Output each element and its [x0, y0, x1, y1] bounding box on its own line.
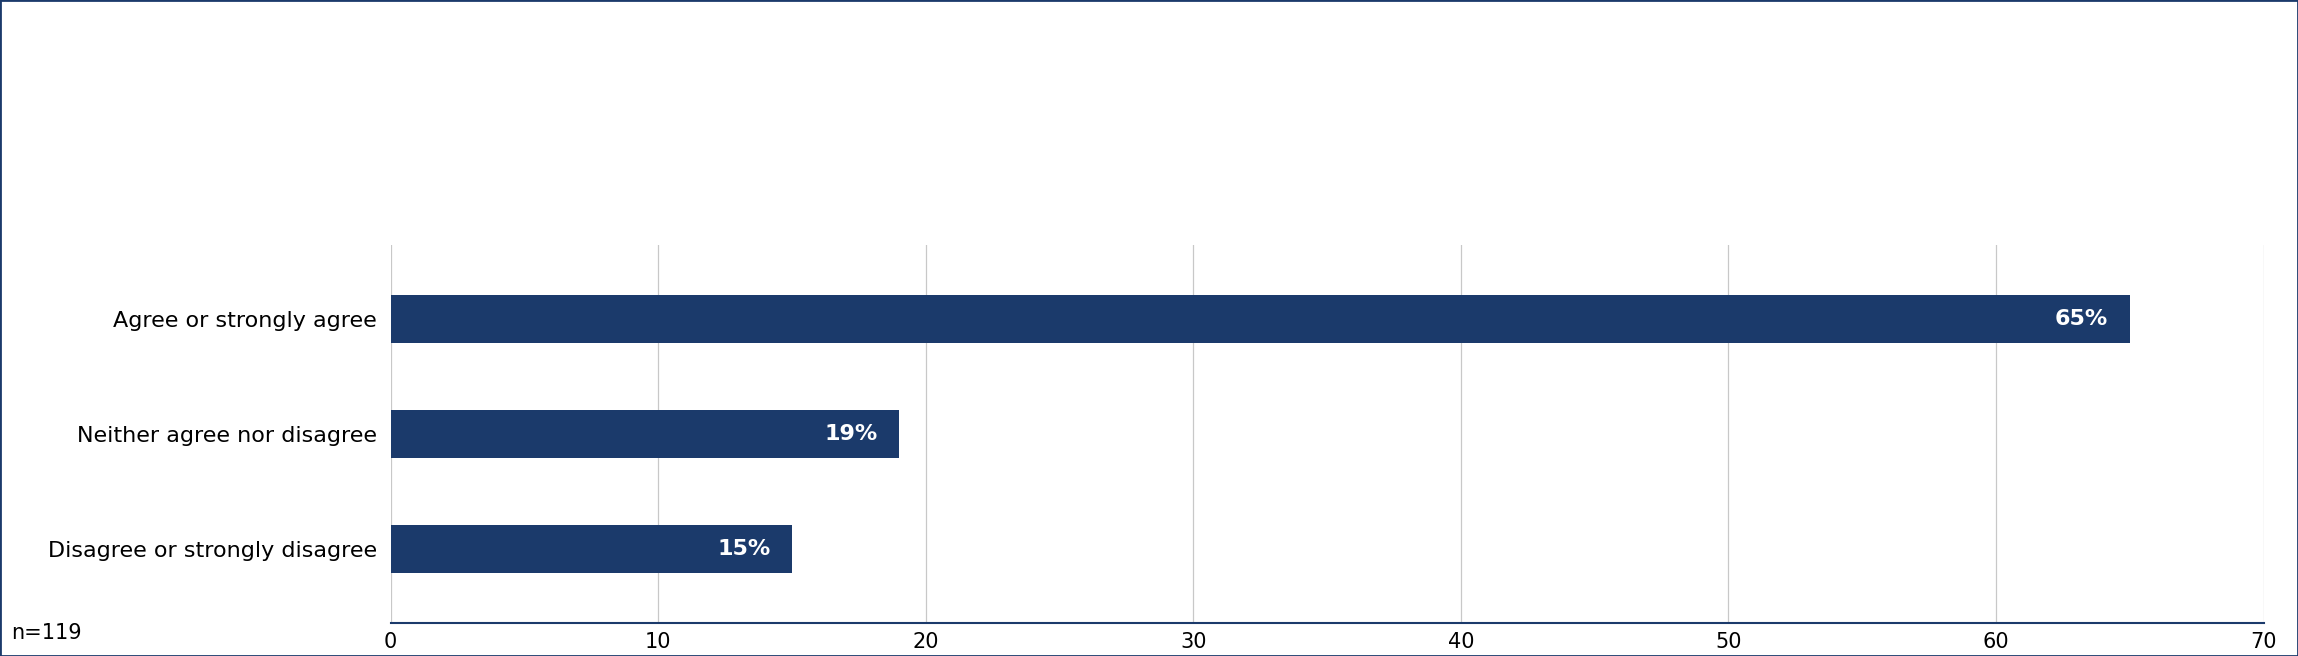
Text: 65%: 65% [2054, 310, 2107, 329]
Text: 15%: 15% [717, 539, 770, 559]
Bar [391, 410, 899, 458]
Text: 19%: 19% [825, 424, 878, 444]
Text: I have found the process to request accommodations to be easy: I have found the process to request acco… [774, 64, 1880, 93]
Bar [391, 295, 2130, 344]
Bar [391, 525, 793, 573]
Text: in my current or most recent job or contract.: in my current or most recent job or cont… [940, 167, 1714, 195]
Text: n=119: n=119 [11, 623, 83, 643]
